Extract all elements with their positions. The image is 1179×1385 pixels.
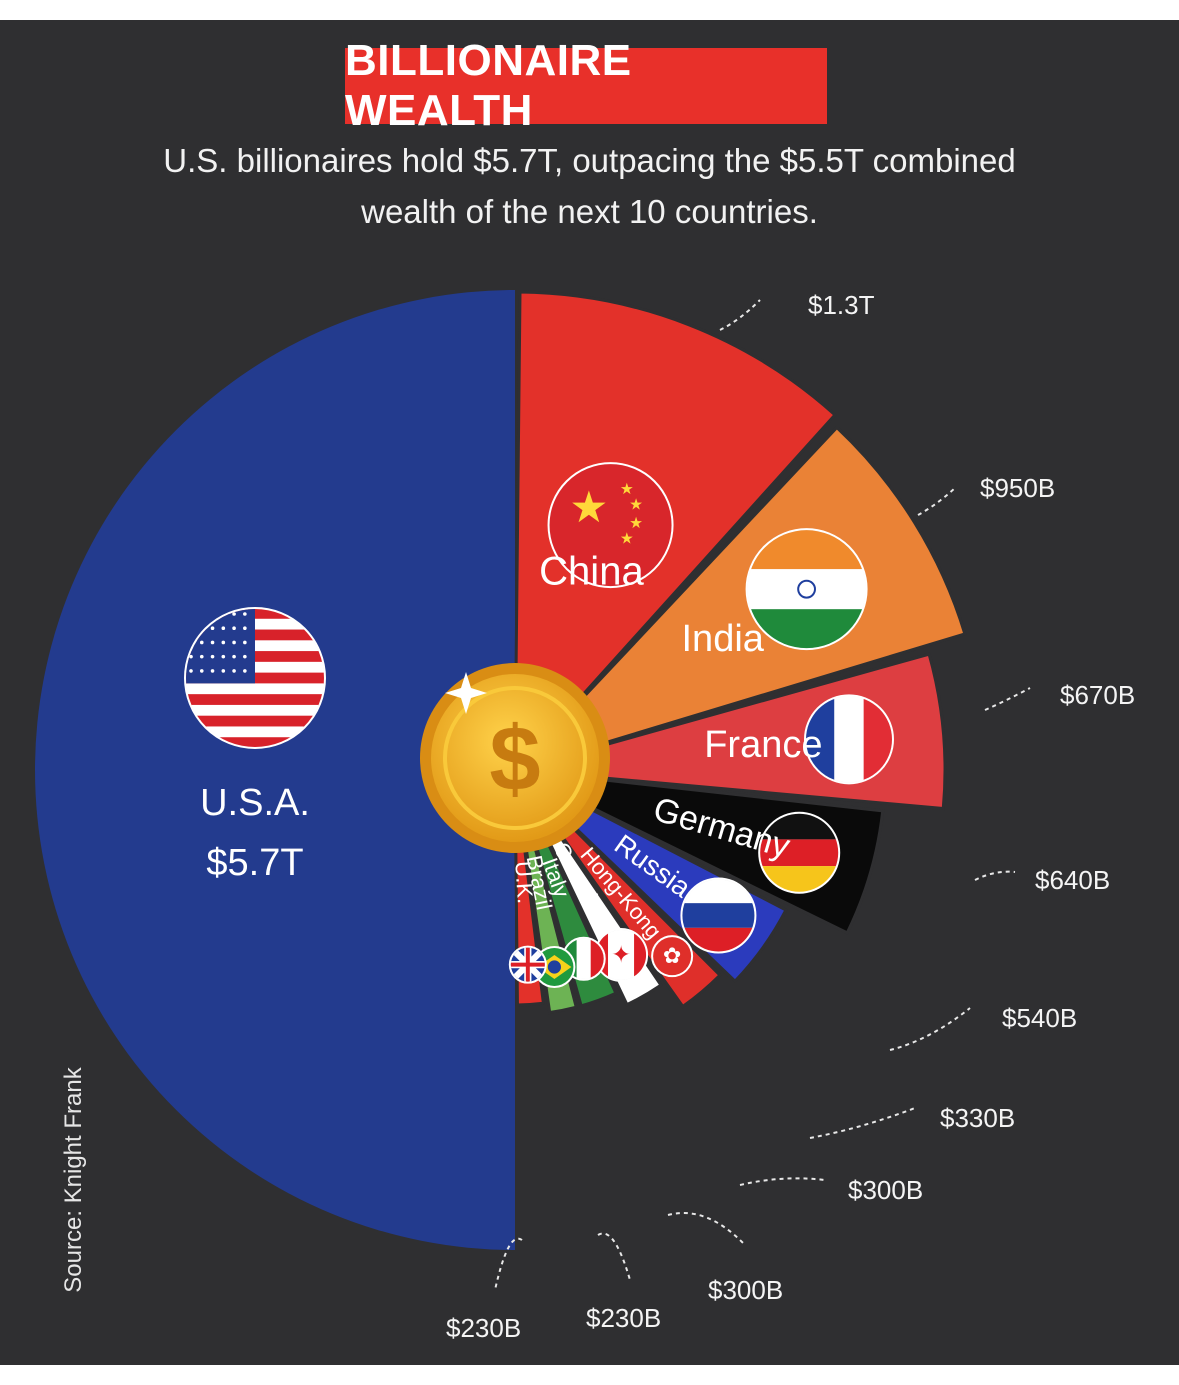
dollar-coin-icon: $ (420, 663, 610, 853)
leader-line-canada (739, 1177, 826, 1186)
slice-india (510, 425, 967, 774)
slice-label-france: France (704, 724, 822, 766)
slice-china (513, 290, 838, 774)
svg-text:✦: ✦ (611, 942, 631, 968)
leader-line-italy (667, 1212, 746, 1246)
value-label-italy: $300B (708, 1275, 783, 1305)
india-flag-icon (745, 528, 868, 651)
subtitle-line-1: U.S. billionaires hold $5.7T, outpacing … (163, 142, 1016, 179)
leader-line-hong-kong (809, 1107, 916, 1139)
svg-text:★: ★ (569, 484, 608, 532)
usa-flag-icon (184, 607, 326, 749)
canada-flag-icon: ✦ (594, 927, 649, 982)
slice-label-china: China (539, 550, 644, 594)
value-label-germany: $640B (1035, 865, 1110, 895)
slice-u-s-a (35, 290, 515, 1250)
hong-kong-flag-icon: ✿ (651, 935, 694, 978)
value-label-hong-kong: $330B (940, 1103, 1015, 1133)
leader-line-germany (974, 870, 1016, 881)
value-label-brazil: $230B (586, 1303, 661, 1333)
russia-flag-icon (680, 877, 757, 954)
uk-flag-icon (508, 945, 547, 984)
leader-line-u-k (494, 1237, 523, 1291)
china-flag-icon: ★ ★★★★ (547, 462, 674, 589)
value-label-china: $1.3T (808, 290, 875, 320)
value-label-canada: $300B (848, 1175, 923, 1205)
svg-text:★: ★ (620, 531, 634, 548)
page-title: BILLIONAIRE WEALTH (345, 36, 827, 135)
value-label-usa: $5.7T (206, 842, 303, 884)
value-label-russia: $540B (1002, 1003, 1077, 1033)
svg-text:✿: ✿ (663, 943, 681, 968)
leader-line-france (984, 687, 1031, 711)
leader-line-india (917, 487, 956, 516)
svg-text:★: ★ (620, 481, 634, 498)
leader-line-russia (889, 1007, 971, 1051)
leader-line-brazil (597, 1232, 631, 1281)
slice-label-india: India (682, 618, 765, 660)
leader-line-china (719, 299, 761, 331)
svg-text:★: ★ (629, 497, 643, 514)
value-label-france: $670B (1060, 680, 1135, 710)
slice-label-usa: U.S.A. (200, 782, 310, 824)
svg-text:$: $ (489, 708, 540, 810)
value-label-u-k: $230B (446, 1313, 521, 1343)
slice-label-u-k: U.K. (510, 860, 538, 904)
value-label-india: $950B (980, 473, 1055, 503)
svg-text:★: ★ (629, 515, 643, 532)
subtitle-line-2: wealth of the next 10 countries. (361, 193, 818, 230)
